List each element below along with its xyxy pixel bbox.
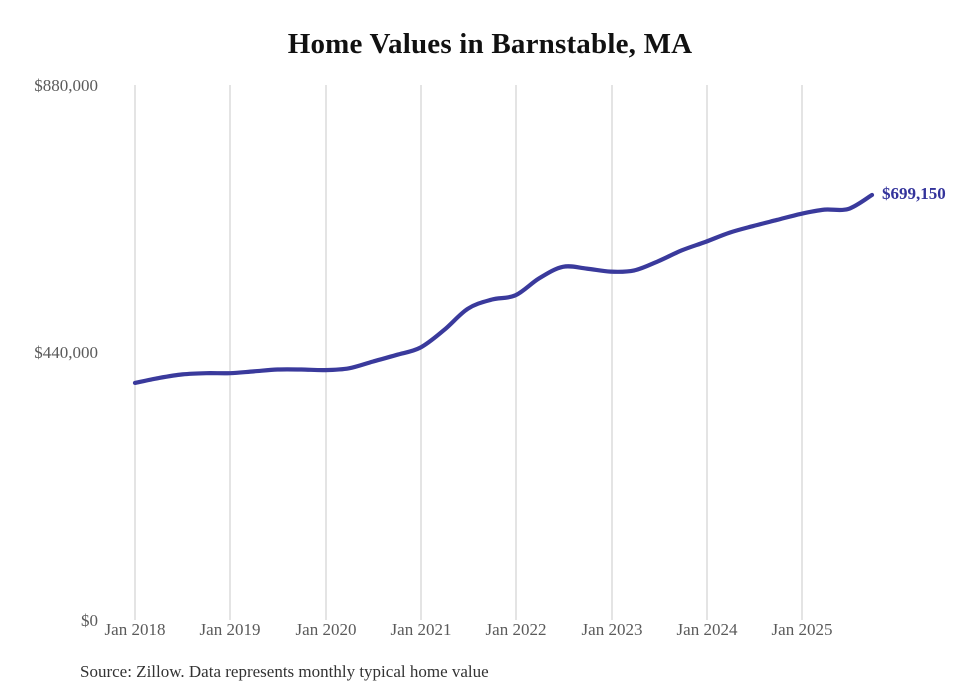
x-axis-tick-jan-2022: Jan 2022: [485, 620, 547, 639]
x-axis-tick-jan-2019: Jan 2019: [199, 620, 261, 639]
source-note: Source: Zillow. Data represents monthly …: [80, 662, 489, 681]
chart-title: Home Values in Barnstable, MA: [287, 28, 693, 60]
end-value-annotation: $699,150: [882, 183, 946, 203]
series-line-typical-home-value: [132, 192, 875, 385]
x-axis-tick-jan-2024: Jan 2024: [676, 620, 738, 639]
y-axis-tick-440000: $440,000: [34, 343, 98, 362]
vertical-gridlines: [134, 85, 803, 620]
y-axis-tick-0: $0: [81, 611, 98, 630]
x-axis-tick-jan-2020: Jan 2020: [295, 620, 357, 639]
x-axis-tick-jan-2023: Jan 2023: [581, 620, 643, 639]
x-axis-tick-jan-2025: Jan 2025: [771, 620, 833, 639]
x-axis-tick-jan-2018: Jan 2018: [104, 620, 166, 639]
x-axis-tick-jan-2021: Jan 2021: [390, 620, 452, 639]
y-axis-tick-880000: $880,000: [34, 76, 98, 95]
